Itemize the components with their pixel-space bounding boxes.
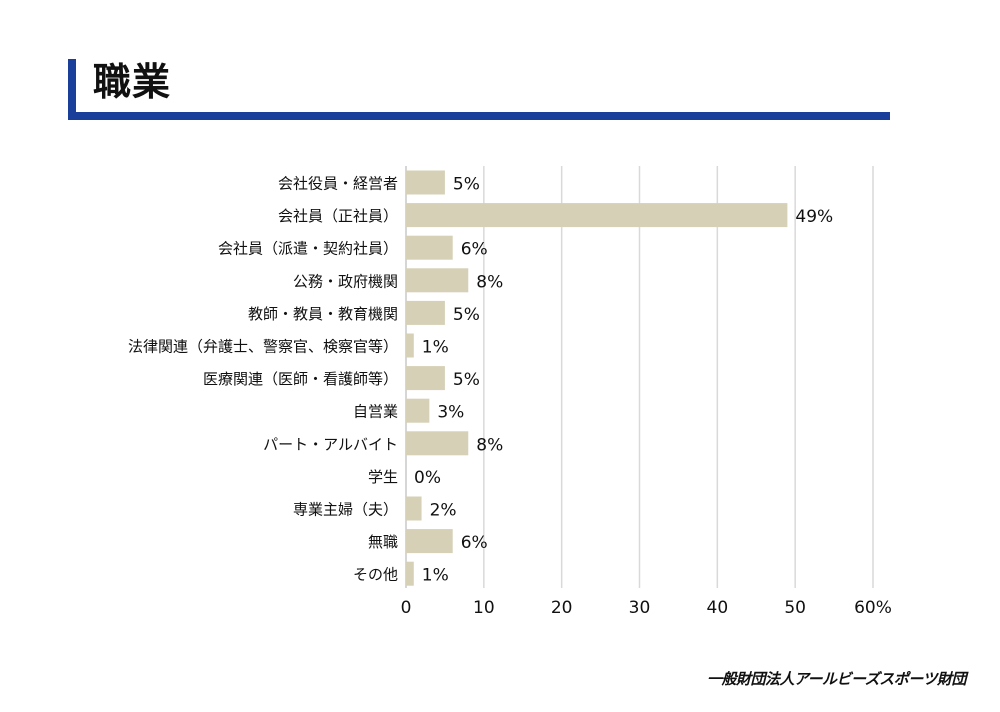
- category-label: パート・アルバイト: [263, 435, 398, 453]
- x-tick-label: 20: [551, 598, 573, 618]
- category-label: 専業主婦（夫）: [293, 501, 398, 519]
- data-label: 1%: [422, 338, 449, 358]
- x-tick-label: 30: [629, 598, 651, 618]
- x-tick-label: 40: [707, 598, 729, 618]
- data-label: 2%: [430, 501, 457, 521]
- category-label: 自営業: [353, 403, 398, 421]
- x-tick-label: 50: [784, 598, 806, 618]
- title-accent-bar: [68, 59, 76, 120]
- data-label: 5%: [453, 175, 480, 195]
- data-label: 5%: [453, 305, 480, 325]
- title-underline: [68, 112, 890, 120]
- bar: [406, 366, 445, 391]
- data-label: 5%: [453, 370, 480, 390]
- data-label: 0%: [414, 468, 441, 488]
- data-label: 49%: [795, 207, 833, 227]
- category-label: 会社役員・経営者: [278, 175, 398, 193]
- footer-organization: 一般財団法人アールビーズスポーツ財団: [706, 670, 967, 688]
- data-label: 6%: [461, 533, 488, 553]
- page-title: 職業: [93, 60, 172, 104]
- bar: [406, 203, 788, 228]
- x-tick-label: 0: [401, 598, 412, 618]
- data-label: 3%: [437, 403, 464, 423]
- x-tick-label: 10: [473, 598, 495, 618]
- data-label: 8%: [476, 272, 503, 292]
- category-label: 会社員（正社員）: [278, 207, 398, 225]
- bar: [406, 235, 453, 260]
- category-label: 会社員（派遣・契約社員）: [218, 240, 398, 258]
- bar: [406, 268, 469, 293]
- bar: [406, 398, 430, 423]
- data-label: 6%: [461, 240, 488, 260]
- bar: [406, 300, 445, 325]
- category-label: 法律関連（弁護士、警察官、検察官等）: [128, 338, 398, 356]
- data-label: 8%: [476, 435, 503, 455]
- category-label: 無職: [368, 533, 398, 551]
- bar: [406, 496, 422, 521]
- bar: [406, 170, 445, 195]
- bar: [406, 529, 453, 554]
- bar: [406, 561, 414, 586]
- category-label: 教師・教員・教育機関: [248, 305, 398, 323]
- data-label: 1%: [422, 566, 449, 586]
- x-tick-label: 60%: [854, 598, 892, 618]
- bar: [406, 431, 469, 456]
- category-label: その他: [353, 566, 398, 584]
- category-label: 医療関連（医師・看護師等）: [203, 370, 398, 388]
- category-label: 学生: [368, 468, 398, 486]
- category-label: 公務・政府機関: [293, 272, 398, 290]
- bar: [406, 333, 414, 358]
